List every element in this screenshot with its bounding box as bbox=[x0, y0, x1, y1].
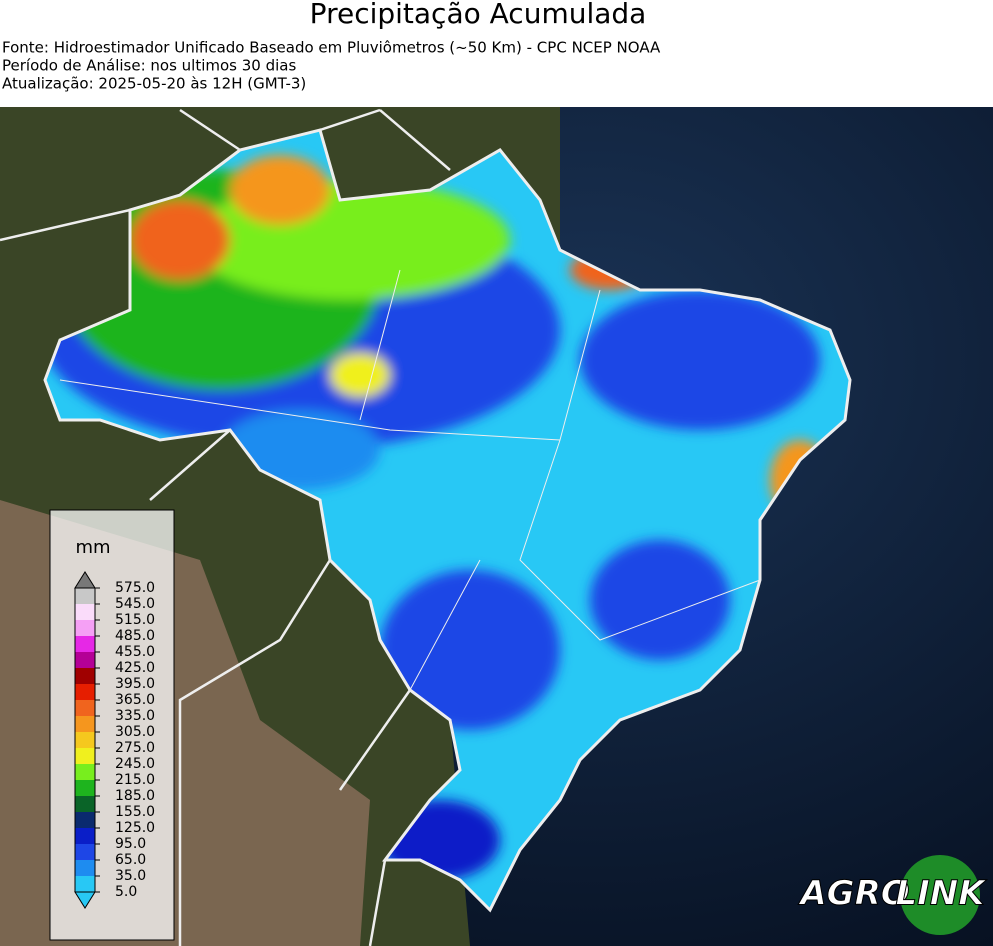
colorbar-tick-label: 35.0 bbox=[115, 868, 146, 884]
colorbar-tick-label: 425.0 bbox=[115, 660, 155, 676]
subtitle: Fonte: Hidroestimador Unificado Baseado … bbox=[2, 39, 661, 57]
title: Precipitação Acumulada bbox=[310, 0, 647, 30]
logo-text: LINK bbox=[895, 874, 987, 914]
colorbar-band bbox=[75, 604, 95, 620]
colorbar-band bbox=[75, 636, 95, 652]
colorbar-band bbox=[75, 860, 95, 876]
colorbar-tick-label: 5.0 bbox=[115, 884, 137, 900]
colorbar-tick-label: 65.0 bbox=[115, 852, 146, 868]
colorbar-band bbox=[75, 684, 95, 700]
colorbar-frame bbox=[74, 587, 96, 893]
colorbar-tick-label: 275.0 bbox=[115, 740, 155, 756]
colorbar-tick-label: 185.0 bbox=[115, 788, 155, 804]
colorbar-band bbox=[75, 876, 95, 892]
colorbar-band bbox=[75, 748, 95, 764]
colorbar-tick-label: 365.0 bbox=[115, 692, 155, 708]
colorbar-unit: mm bbox=[75, 537, 110, 558]
colorbar-band bbox=[75, 588, 95, 604]
colorbar-tick-label: 515.0 bbox=[115, 612, 155, 628]
colorbar-tick-label: 305.0 bbox=[115, 724, 155, 740]
subtitle: Período de Análise: nos ultimos 30 dias bbox=[2, 57, 296, 75]
colorbar-tick-label: 215.0 bbox=[115, 772, 155, 788]
colorbar-tick-label: 125.0 bbox=[115, 820, 155, 836]
colorbar-band bbox=[75, 764, 95, 780]
colorbar-tick-label: 245.0 bbox=[115, 756, 155, 772]
colorbar-band bbox=[75, 844, 95, 860]
colorbar-band bbox=[75, 716, 95, 732]
colorbar-band bbox=[75, 668, 95, 684]
colorbar-band bbox=[75, 796, 95, 812]
colorbar-tick-label: 155.0 bbox=[115, 804, 155, 820]
colorbar-tick-label: 395.0 bbox=[115, 676, 155, 692]
subtitle: Atualização: 2025-05-20 às 12H (GMT-3) bbox=[2, 75, 306, 93]
colorbar-tick-label: 545.0 bbox=[115, 596, 155, 612]
logo-text: AGRO bbox=[797, 874, 909, 914]
logo: AGRO LINK bbox=[797, 855, 988, 935]
colorbar: 5.035.065.095.0125.0155.0185.0215.0245.0… bbox=[74, 571, 155, 909]
colorbar-band bbox=[75, 700, 95, 716]
colorbar-band bbox=[75, 828, 95, 844]
colorbar-band bbox=[75, 652, 95, 668]
colorbar-tick-label: 95.0 bbox=[115, 836, 146, 852]
colorbar-band bbox=[75, 812, 95, 828]
colorbar-tick-label: 455.0 bbox=[115, 644, 155, 660]
colorbar-panel: mm 5.035.065.095.0125.0155.0185.0215.024… bbox=[49, 509, 175, 941]
colorbar-tick-label: 335.0 bbox=[115, 708, 155, 724]
colorbar-band bbox=[75, 620, 95, 636]
colorbar-band bbox=[75, 780, 95, 796]
colorbar-tick-label: 575.0 bbox=[115, 580, 155, 596]
colorbar-band bbox=[75, 732, 95, 748]
colorbar-tick-label: 485.0 bbox=[115, 628, 155, 644]
